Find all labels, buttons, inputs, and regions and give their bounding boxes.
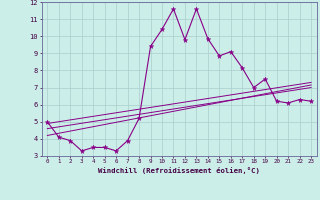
X-axis label: Windchill (Refroidissement éolien,°C): Windchill (Refroidissement éolien,°C): [98, 167, 260, 174]
